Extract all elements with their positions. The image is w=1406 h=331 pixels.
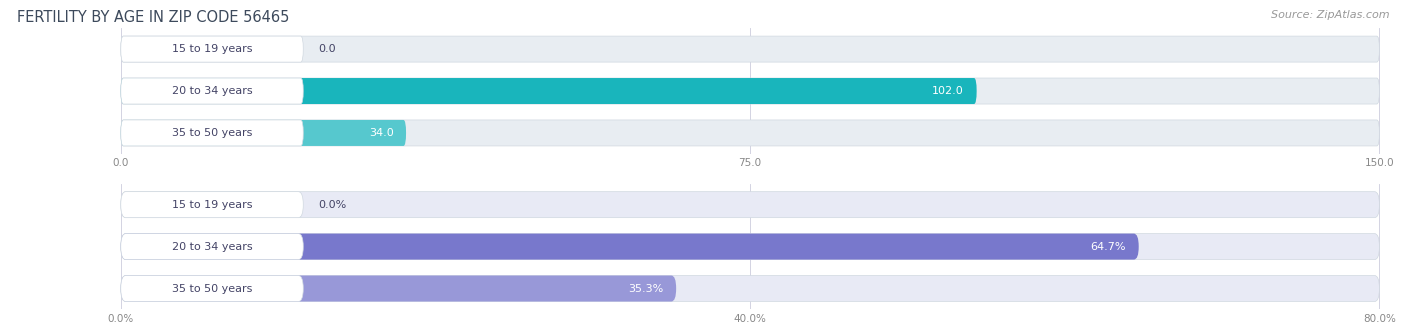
Text: 34.0: 34.0 [368, 128, 394, 138]
FancyBboxPatch shape [121, 78, 304, 104]
Text: 15 to 19 years: 15 to 19 years [172, 200, 252, 210]
Text: 0.0: 0.0 [318, 44, 336, 54]
FancyBboxPatch shape [121, 120, 406, 146]
Text: 35.3%: 35.3% [628, 284, 664, 294]
FancyBboxPatch shape [121, 120, 304, 146]
Text: 0.0%: 0.0% [318, 200, 347, 210]
Text: FERTILITY BY AGE IN ZIP CODE 56465: FERTILITY BY AGE IN ZIP CODE 56465 [17, 10, 290, 25]
FancyBboxPatch shape [121, 275, 676, 302]
FancyBboxPatch shape [121, 275, 304, 302]
FancyBboxPatch shape [121, 234, 1139, 260]
FancyBboxPatch shape [121, 36, 1379, 62]
FancyBboxPatch shape [121, 234, 1379, 260]
Text: Source: ZipAtlas.com: Source: ZipAtlas.com [1271, 10, 1389, 20]
Text: 15 to 19 years: 15 to 19 years [172, 44, 252, 54]
FancyBboxPatch shape [121, 36, 304, 62]
FancyBboxPatch shape [121, 78, 1379, 104]
FancyBboxPatch shape [121, 275, 1379, 302]
Text: 102.0: 102.0 [932, 86, 965, 96]
FancyBboxPatch shape [121, 78, 977, 104]
FancyBboxPatch shape [121, 120, 1379, 146]
FancyBboxPatch shape [121, 192, 1379, 218]
Text: 20 to 34 years: 20 to 34 years [172, 86, 252, 96]
Text: 20 to 34 years: 20 to 34 years [172, 242, 252, 252]
Text: 35 to 50 years: 35 to 50 years [172, 284, 252, 294]
Text: 35 to 50 years: 35 to 50 years [172, 128, 252, 138]
FancyBboxPatch shape [121, 234, 304, 260]
Text: 64.7%: 64.7% [1091, 242, 1126, 252]
FancyBboxPatch shape [121, 192, 304, 218]
